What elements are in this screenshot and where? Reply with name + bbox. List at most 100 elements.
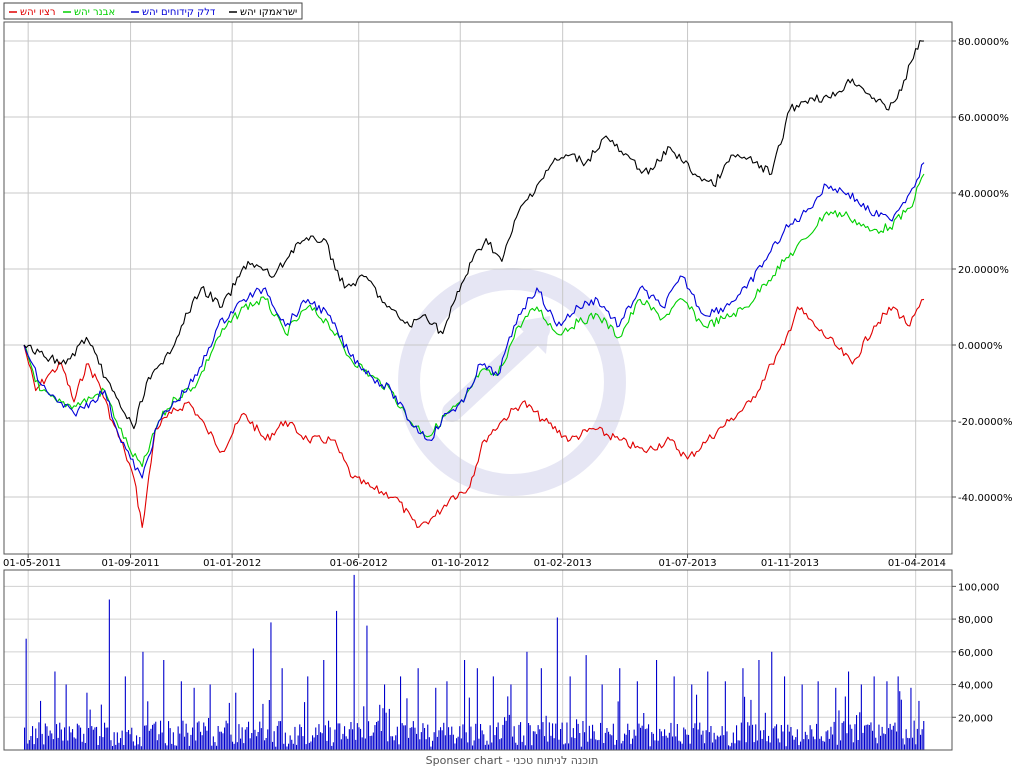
- volume-bar: [724, 681, 726, 750]
- volume-bar: [57, 737, 59, 750]
- volume-bar: [777, 738, 779, 750]
- y-tick-label: 0.0000%: [958, 341, 1003, 352]
- volume-bar: [880, 735, 882, 750]
- volume-bar: [59, 722, 61, 750]
- volume-bar: [660, 731, 662, 750]
- volume-bar: [576, 719, 578, 750]
- volume-bar: [769, 742, 771, 750]
- volume-bar: [852, 742, 854, 750]
- volume-bar: [288, 743, 290, 750]
- volume-bar: [105, 727, 107, 750]
- volume-bar: [220, 731, 222, 750]
- volume-bar: [201, 735, 203, 750]
- volume-bar: [236, 742, 238, 750]
- volume-bar: [166, 745, 168, 750]
- volume-plot-frame: [3, 569, 953, 751]
- volume-bar: [664, 729, 666, 750]
- volume-bar: [420, 732, 422, 750]
- volume-bar: [136, 735, 138, 750]
- volume-bar: [918, 700, 920, 750]
- volume-bar: [878, 724, 880, 750]
- volume-bar: [489, 725, 491, 750]
- volume-bar: [536, 734, 538, 750]
- footer-label: Sponser chart - תוכנה לניתוח טכני: [426, 754, 599, 767]
- volume-bar: [600, 722, 602, 750]
- volume-bar: [854, 724, 856, 750]
- volume-bar: [398, 744, 400, 750]
- volume-bar: [198, 721, 200, 750]
- volume-bar: [432, 740, 434, 750]
- volume-bar: [726, 731, 728, 750]
- volume-bar: [902, 738, 904, 750]
- volume-bar: [675, 736, 677, 750]
- volume-bar: [272, 741, 274, 750]
- volume-bar: [614, 744, 616, 750]
- volume-bar: [752, 724, 754, 750]
- volume-bar: [89, 709, 91, 750]
- volume-bar: [894, 722, 896, 750]
- volume-bar: [496, 727, 498, 750]
- volume-bar: [529, 725, 531, 750]
- volume-bar: [612, 723, 614, 750]
- volume-bar: [697, 729, 699, 750]
- volume-bar: [312, 735, 314, 750]
- volume-bar: [300, 727, 302, 750]
- volume-bar: [268, 700, 270, 750]
- volume-bar: [384, 684, 386, 750]
- volume-bar: [830, 726, 832, 750]
- volume-bar: [694, 723, 696, 750]
- volume-bar: [905, 729, 907, 750]
- volume-bar: [328, 720, 330, 750]
- volume-bar: [798, 745, 800, 750]
- volume-bar: [668, 732, 670, 750]
- volume-bar: [56, 724, 58, 750]
- volume-bar: [96, 726, 98, 750]
- volume-bar: [452, 734, 454, 750]
- volume-bar: [72, 729, 74, 750]
- volume-bar: [467, 742, 469, 750]
- volume-bar: [414, 727, 416, 750]
- volume-bar: [25, 638, 27, 750]
- volume-y-axis: 100,000 80,000 60,000 40,000 20,000: [952, 582, 999, 724]
- volume-bar: [78, 725, 80, 750]
- volume-bar: [160, 720, 162, 750]
- volume-bar: [393, 740, 395, 750]
- volume-bar: [32, 726, 34, 750]
- volume-bar: [544, 736, 546, 750]
- volume-bar: [464, 660, 466, 750]
- volume-bar: [504, 717, 506, 750]
- volume-bar: [366, 625, 368, 750]
- volume-bar: [526, 651, 528, 750]
- volume-bar: [252, 648, 254, 750]
- volume-bar: [62, 740, 64, 750]
- volume-bar: [140, 746, 142, 750]
- volume-bar: [465, 732, 467, 750]
- volume-bar: [564, 743, 566, 750]
- volume-bar: [881, 726, 883, 750]
- volume-bar: [646, 728, 648, 750]
- volume-bar: [843, 721, 845, 750]
- volume-bar: [747, 722, 749, 750]
- volume-bar: [505, 720, 507, 750]
- volume-bar: [177, 726, 179, 750]
- volume-bar: [588, 725, 590, 750]
- volume-bar: [144, 725, 146, 750]
- volume-bar: [86, 692, 88, 750]
- volume-bar: [550, 735, 552, 750]
- volume-bar: [609, 734, 611, 750]
- volume-bar: [846, 733, 848, 750]
- volume-bar: [409, 727, 411, 750]
- price-series-group: [23, 40, 925, 528]
- volume-bar: [537, 725, 539, 750]
- volume-bar: [91, 726, 93, 750]
- volume-bar: [780, 725, 782, 750]
- volume-bar: [219, 731, 221, 750]
- volume-bar: [686, 734, 688, 750]
- volume-bar: [427, 724, 429, 750]
- volume-bar: [766, 741, 768, 750]
- volume-bar: [635, 735, 637, 750]
- volume-bar: [662, 736, 664, 750]
- volume-bar: [24, 727, 26, 750]
- volume-bar: [510, 684, 512, 750]
- volume-bar: [324, 725, 326, 750]
